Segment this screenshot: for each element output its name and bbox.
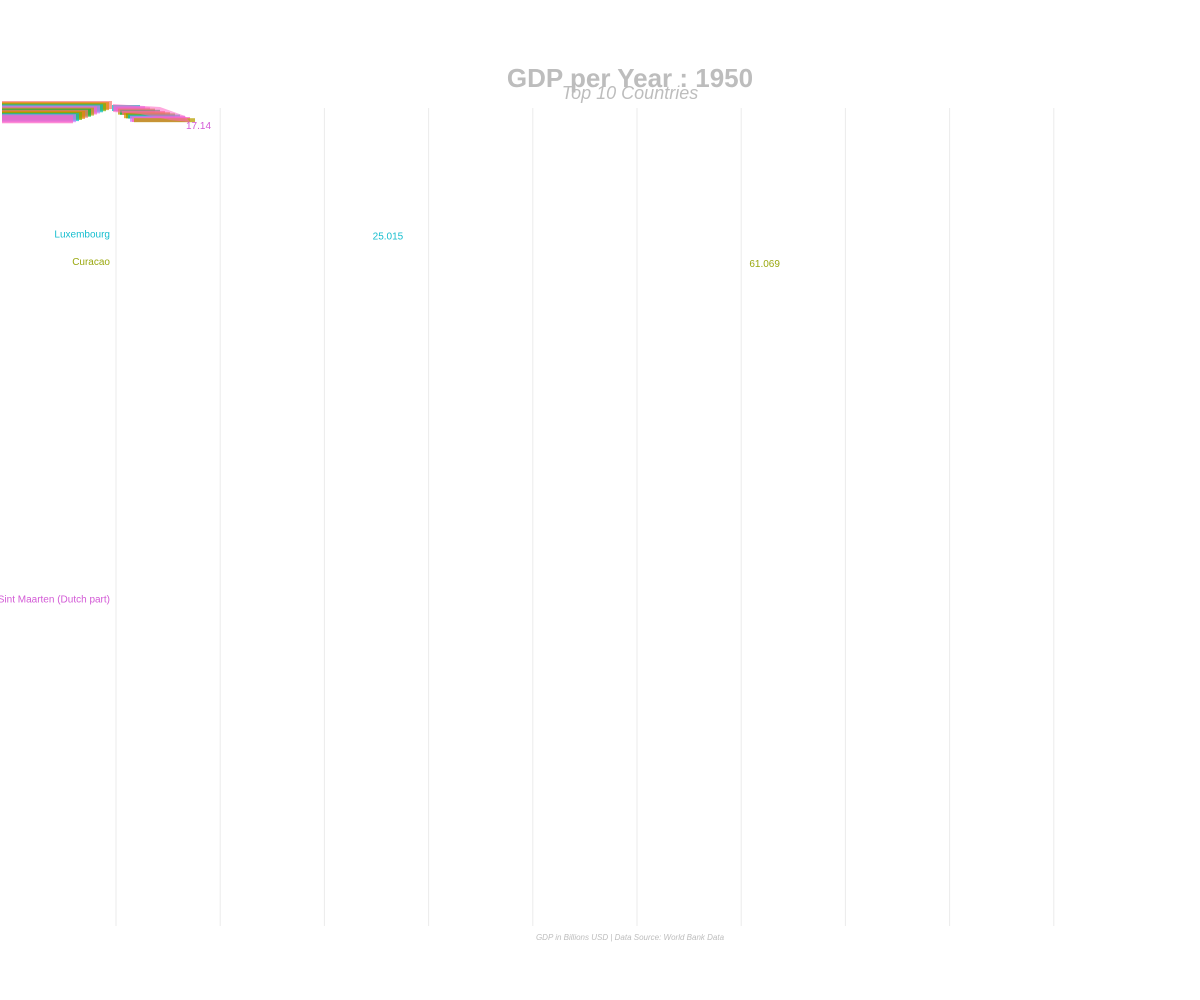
value-labels: 25.015 61.069 <box>373 231 781 270</box>
country-label: Sint Maarten (Dutch part) <box>0 594 110 605</box>
cluster-value-label: 17.14 <box>186 121 211 132</box>
cluster-bar <box>2 115 73 124</box>
chart-title: GDP per Year : 1950 <box>506 63 754 93</box>
cluster-bar <box>134 118 195 123</box>
country-labels: Luxembourg Curacao Sint Maarten (Dutch par… <box>0 229 110 605</box>
cluster-bar <box>113 104 190 122</box>
chart-subtitle: Top 10 Countries <box>561 83 699 103</box>
grid-lines <box>115 108 1055 926</box>
overlapping-bars-cluster: 17.14 <box>2 101 211 132</box>
country-label: Curacao <box>72 257 110 268</box>
chart-caption: GDP in Billions USD | Data Source: World… <box>535 933 725 942</box>
value-label: 61.069 <box>749 259 780 270</box>
value-label: 25.015 <box>373 231 404 242</box>
country-label: Luxembourg <box>54 229 110 240</box>
